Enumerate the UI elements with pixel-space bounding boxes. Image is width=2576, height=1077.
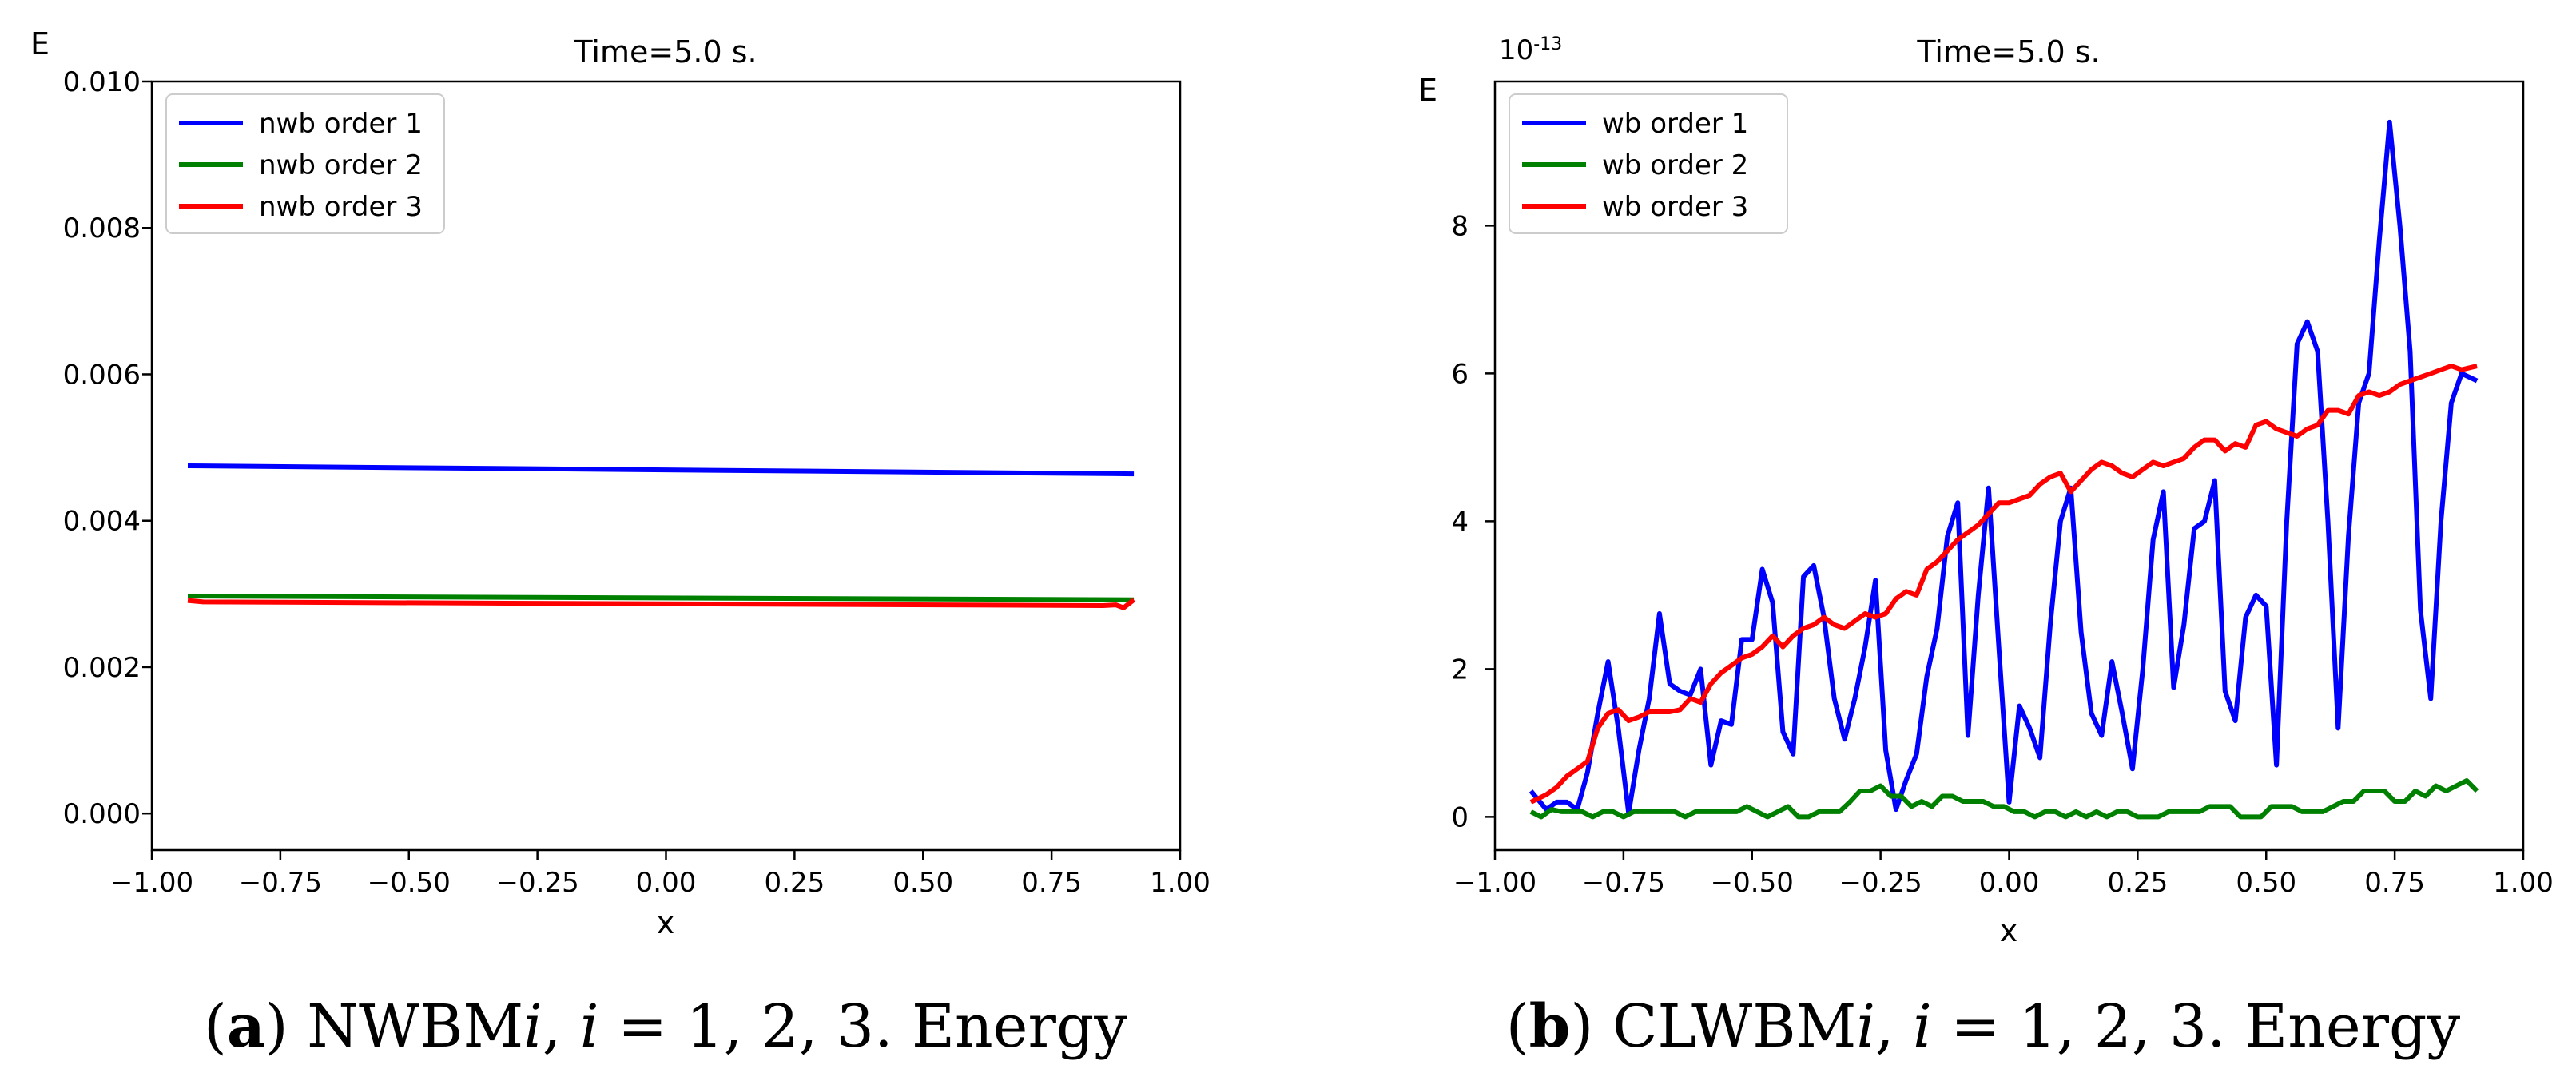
caption-a-prefix: ( (204, 992, 227, 1061)
series-line-wb-order-3 (1529, 364, 2478, 805)
x-tick-label: 0.75 (2364, 867, 2425, 899)
x-axis-label: x (2000, 913, 2018, 948)
legend-box (1509, 93, 1788, 234)
caption-b-prefix: ( (1506, 992, 1529, 1061)
series-lines (187, 463, 1135, 610)
series-lines (1529, 119, 2479, 820)
caption-b: (b) CLWBMi, i = 1, 2, 3. Energy (1506, 992, 2461, 1061)
caption-a-sep: , (543, 992, 580, 1061)
x-tick-label: 0.25 (765, 867, 825, 899)
caption-b-sep: , (1875, 992, 1913, 1061)
caption-a-var: i (523, 992, 543, 1061)
scale-exponent: -13 (1533, 34, 1562, 54)
caption-a-suffix: ) (265, 992, 288, 1061)
caption-a-name: NWBM (307, 992, 523, 1061)
y-tick-label: 6 (1451, 358, 1469, 390)
y-axis-label: E (1418, 73, 1437, 108)
legend-box (165, 93, 445, 234)
caption-b-letter: b (1529, 992, 1571, 1061)
series-line-nwb-order-2 (187, 594, 1135, 602)
chart-a-nwbm-energy: Time=5.0 s. E x −1.00 −0.75 −0.50 −0.25 0.00… (30, 26, 1210, 940)
x-tick-label: −1.00 (1453, 867, 1536, 899)
y-tick-label: 0 (1451, 801, 1469, 833)
x-ticks: −1.00 −0.75 −0.50 −0.25 0.00 0.25 0.50 0.75 1.00 (110, 850, 1210, 899)
y-axis-label: E (30, 26, 50, 62)
caption-b-space (1593, 992, 1612, 1061)
x-tick-label: −0.25 (1839, 867, 1922, 899)
legend: nwb order 1 nwb order 2 nwb order 3 (165, 93, 445, 234)
y-tick-label: 0.004 (63, 506, 141, 538)
legend-label: wb order 1 (1602, 108, 1748, 140)
y-tick-label: 0.010 (63, 66, 141, 98)
x-tick-label: −0.50 (1711, 867, 1794, 899)
caption-a: (a) NWBMi, i = 1, 2, 3. Energy (204, 992, 1127, 1061)
series-line-nwb-order-1 (187, 463, 1135, 477)
y-tick-label: 0.000 (63, 798, 141, 830)
x-tick-label: −0.75 (239, 867, 322, 899)
legend-label: nwb order 3 (259, 191, 423, 223)
y-scale-multiplier: 10-13 (1499, 34, 1562, 66)
y-tick-label: 4 (1451, 506, 1469, 538)
series-line-nwb-order-3 (187, 598, 1135, 610)
caption-b-name: CLWBM (1612, 992, 1857, 1061)
legend: wb order 1 wb order 2 wb order 3 (1509, 93, 1788, 234)
series-line-wb-order-2 (1529, 778, 2479, 820)
series-line-wb-order-1 (1529, 119, 2479, 816)
y-ticks: 0 2 4 6 8 (1451, 210, 1495, 833)
x-tick-label: 1.00 (1150, 867, 1210, 899)
chart-title: Time=5.0 s. (1916, 34, 2100, 70)
caption-a-letter: a (227, 992, 265, 1061)
caption-b-var2: i (1913, 992, 1932, 1061)
caption-a-var2: i (580, 992, 599, 1061)
x-tick-label: 0.75 (1021, 867, 1082, 899)
chart-title: Time=5.0 s. (573, 34, 757, 70)
caption-a-eq: = 1, 2, 3. Energy (599, 992, 1128, 1061)
caption-a-space (288, 992, 308, 1061)
x-tick-label: 0.00 (636, 867, 697, 899)
caption-b-eq: = 1, 2, 3. Energy (1932, 992, 2461, 1061)
x-tick-label: 0.50 (2236, 867, 2296, 899)
scale-base: 10 (1499, 34, 1533, 66)
legend-label: nwb order 1 (259, 108, 423, 140)
x-tick-label: −1.00 (110, 867, 193, 899)
chart-b-clwbm-energy: Time=5.0 s. E 10-13 x −1.00 −0.75 −0.50 −0.… (1418, 34, 2554, 948)
x-tick-label: −0.25 (496, 867, 579, 899)
x-tick-label: 0.25 (2108, 867, 2169, 899)
y-tick-label: 0.008 (63, 213, 141, 244)
caption-b-var: i (1856, 992, 1875, 1061)
y-tick-label: 0.002 (63, 652, 141, 684)
x-tick-label: −0.75 (1582, 867, 1665, 899)
x-tick-label: 0.50 (892, 867, 953, 899)
legend-label: nwb order 2 (259, 149, 423, 181)
y-ticks: 0.000 0.002 0.004 0.006 0.008 0.010 (63, 66, 152, 830)
x-tick-label: −0.50 (368, 867, 451, 899)
caption-b-suffix: ) (1570, 992, 1593, 1061)
legend-label: wb order 2 (1602, 149, 1748, 181)
x-ticks: −1.00 −0.75 −0.50 −0.25 0.00 0.25 0.50 0.75 1.00 (1453, 850, 2554, 899)
legend-label: wb order 3 (1602, 191, 1748, 223)
y-tick-label: 8 (1451, 210, 1469, 242)
x-tick-label: 0.00 (1979, 867, 2040, 899)
x-tick-label: 1.00 (2493, 867, 2554, 899)
x-axis-label: x (657, 905, 675, 940)
y-tick-label: 2 (1451, 654, 1469, 686)
y-tick-label: 0.006 (63, 359, 141, 391)
